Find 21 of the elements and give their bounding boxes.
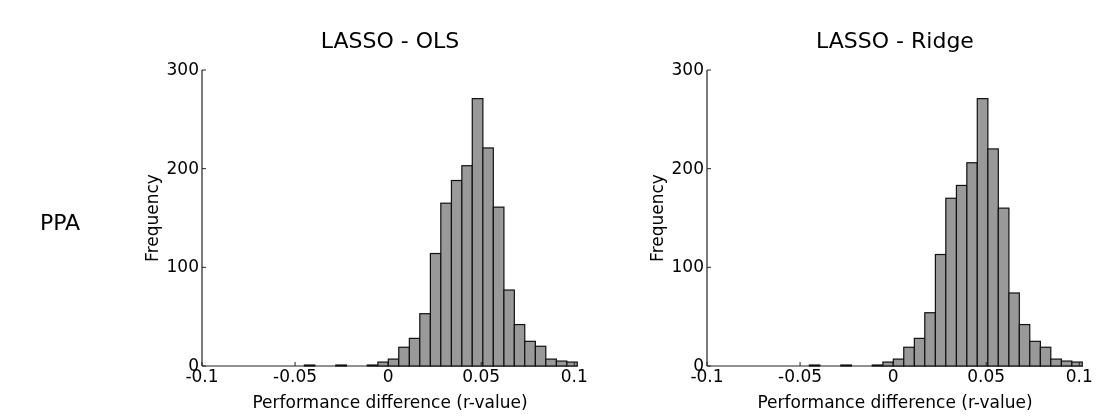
y-tick-label: 100 [671,256,704,277]
x-axis-title: Performance difference (r-value) [757,392,1033,412]
x-tick-label: 0.05 [967,366,1006,386]
x-axis-title: Performance difference (r-value) [252,392,528,412]
y-tick-label: 300 [671,59,704,79]
x-tick-label: 0.05 [462,366,501,386]
x-tick-label: 0 [382,366,394,386]
y-tick-label: 200 [671,157,704,178]
y-axis-title: Frequency [647,174,667,262]
y-axis-title: Frequency [142,174,162,262]
chart-title: LASSO - OLS [320,28,460,53]
y-tick-label: 300 [166,59,199,79]
chart-title: LASSO - Ridge [816,28,974,53]
x-tick-label: 0.1 [560,366,588,386]
y-tick-label: 200 [166,157,199,178]
x-tick-label: 0.1 [1065,366,1093,386]
text: PPA [39,210,81,235]
y-tick-label: 100 [166,256,199,277]
x-tick-label: -0.05 [273,366,318,386]
x-tick-label: 0 [887,366,899,386]
x-tick-label: -0.05 [778,366,823,386]
